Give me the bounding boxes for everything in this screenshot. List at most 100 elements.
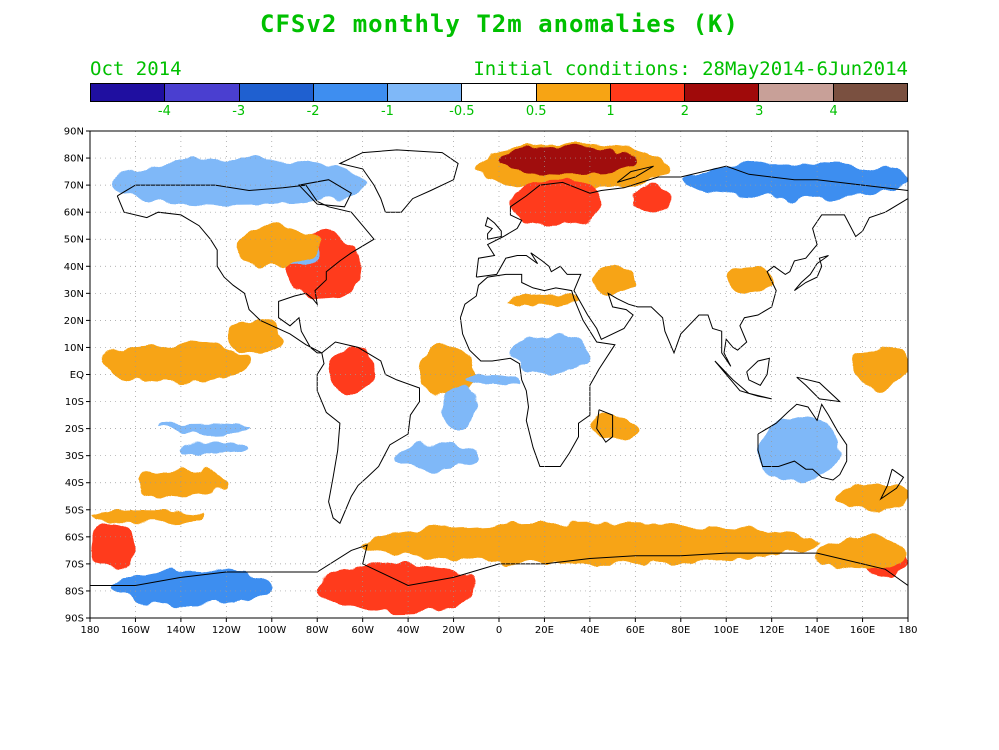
colorbar-label: 4: [829, 104, 838, 119]
coastlines: [90, 149, 908, 587]
anomaly-region: [101, 342, 250, 383]
lat-label: 30S: [65, 451, 84, 462]
colorbar-cell: [313, 84, 389, 101]
colorbar-label: -1: [380, 104, 394, 119]
lat-label: 20N: [64, 316, 84, 327]
colorbar-cell: [759, 84, 834, 101]
valid-month-label: Oct 2014: [90, 58, 182, 80]
coastline-borneo: [746, 357, 770, 386]
lon-label: 60E: [626, 625, 645, 636]
longitude-labels: 180 160W 140W 120W 100W 80W 60W 40W 20W 0 20E 40E 60…: [80, 625, 917, 636]
gridlines: [90, 131, 908, 618]
lat-label: 90N: [64, 127, 84, 138]
anomaly-patch: [90, 509, 204, 524]
lat-label: 70S: [65, 559, 84, 570]
colorbar-cell: [91, 84, 166, 101]
lon-label: 40W: [397, 625, 420, 636]
lon-label: 60W: [351, 625, 374, 636]
lat-label: 60S: [65, 532, 84, 543]
anomaly-patch: [726, 266, 772, 294]
lon-label: 0: [496, 625, 502, 636]
anomaly-region: [499, 147, 636, 175]
anomaly-patch: [237, 225, 318, 267]
lat-label: 70N: [64, 181, 84, 192]
anomaly-patch: [635, 185, 670, 213]
lon-label: 20E: [535, 625, 554, 636]
lat-label: 80S: [65, 586, 84, 597]
anomaly-patch: [419, 347, 477, 397]
coastline-greenland: [338, 149, 459, 213]
anomaly-shading: [90, 144, 908, 613]
anomaly-patch: [589, 266, 636, 294]
lon-label: 80E: [671, 625, 690, 636]
lat-label: 10S: [65, 397, 84, 408]
anomaly-region: [317, 563, 477, 613]
lon-label: 120E: [759, 625, 784, 636]
lat-label: EQ: [70, 370, 84, 381]
colorbar-label: -4: [157, 104, 171, 119]
lat-label: 50N: [64, 235, 84, 246]
lon-label: 20W: [442, 625, 465, 636]
colorbar-label: 3: [755, 104, 764, 119]
coastline-nz: [879, 468, 905, 501]
colorbar-label: -3: [232, 104, 246, 119]
coastline-japan: [794, 255, 829, 292]
lat-label: 80N: [64, 154, 84, 165]
colorbar-cell: [239, 84, 314, 101]
colorbar-label: 2: [680, 104, 690, 119]
colorbar-label: -0.5: [449, 104, 475, 119]
initial-conditions-label: Initial conditions: 28May2014-6Jun2014: [473, 58, 908, 80]
anomaly-patch: [442, 388, 477, 429]
lon-label: 100W: [257, 625, 286, 636]
coastline-eurasia: [475, 165, 908, 367]
anomaly-region: [328, 347, 375, 397]
anomaly-region: [112, 158, 363, 207]
anomaly-patch: [817, 536, 908, 570]
lon-label: 160W: [121, 625, 150, 636]
coastline-north-america: [116, 184, 375, 354]
lon-label: 100E: [714, 625, 739, 636]
coastline-south-america: [316, 341, 420, 525]
coastline-baffin: [297, 179, 352, 208]
lat-label: 20S: [65, 424, 84, 435]
chart-title: CFSv2 monthly T2m anomalies (K): [260, 10, 739, 38]
anomaly-patch: [90, 523, 136, 570]
lon-label: 80W: [306, 625, 329, 636]
anomaly-patch: [839, 482, 908, 510]
lat-label: 40S: [65, 478, 84, 489]
lon-label: 180: [898, 625, 917, 636]
anomaly-patch: [464, 374, 522, 389]
colorbar-cell: [610, 84, 686, 101]
anomaly-patch: [180, 442, 250, 456]
lat-label: 60N: [64, 208, 84, 219]
coastline-antarctica: [90, 544, 908, 587]
latitude-labels: 90N 80N 70N 60N 50N 40N 30N 20N 10N EQ 10S 20S 30S 40…: [64, 127, 84, 625]
anomaly-patch: [226, 320, 284, 353]
colorbar-cell: [462, 84, 537, 101]
coastline-new-guinea: [796, 376, 842, 403]
lat-label: 40N: [64, 262, 84, 273]
colorbar-cell: [833, 84, 907, 101]
anomaly-region: [112, 569, 272, 605]
colorbar-cell: [165, 84, 240, 101]
colorbar-cell: [685, 84, 760, 101]
colorbar-label: 0.5: [525, 104, 547, 119]
coastline-svalbard-novaya: [616, 165, 654, 183]
anomaly-patch: [510, 333, 590, 375]
lat-label: 90S: [65, 614, 84, 625]
lon-label: 140E: [804, 625, 829, 636]
coastline-arabia-madagascar: [596, 409, 614, 443]
axis-ticks: [86, 130, 909, 622]
coastline-uk: [484, 216, 502, 240]
lon-label: 160E: [850, 625, 875, 636]
colorbar-cell: [536, 84, 611, 101]
anomaly-patch: [396, 442, 477, 470]
coastline-indonesia: [714, 360, 772, 400]
anomaly-region: [362, 523, 818, 564]
coastline-africa: [459, 273, 616, 467]
anomaly-patch: [510, 293, 579, 307]
lon-label: 140W: [166, 625, 195, 636]
lon-label: 40E: [580, 625, 599, 636]
colorbar-label: 1: [606, 104, 615, 119]
